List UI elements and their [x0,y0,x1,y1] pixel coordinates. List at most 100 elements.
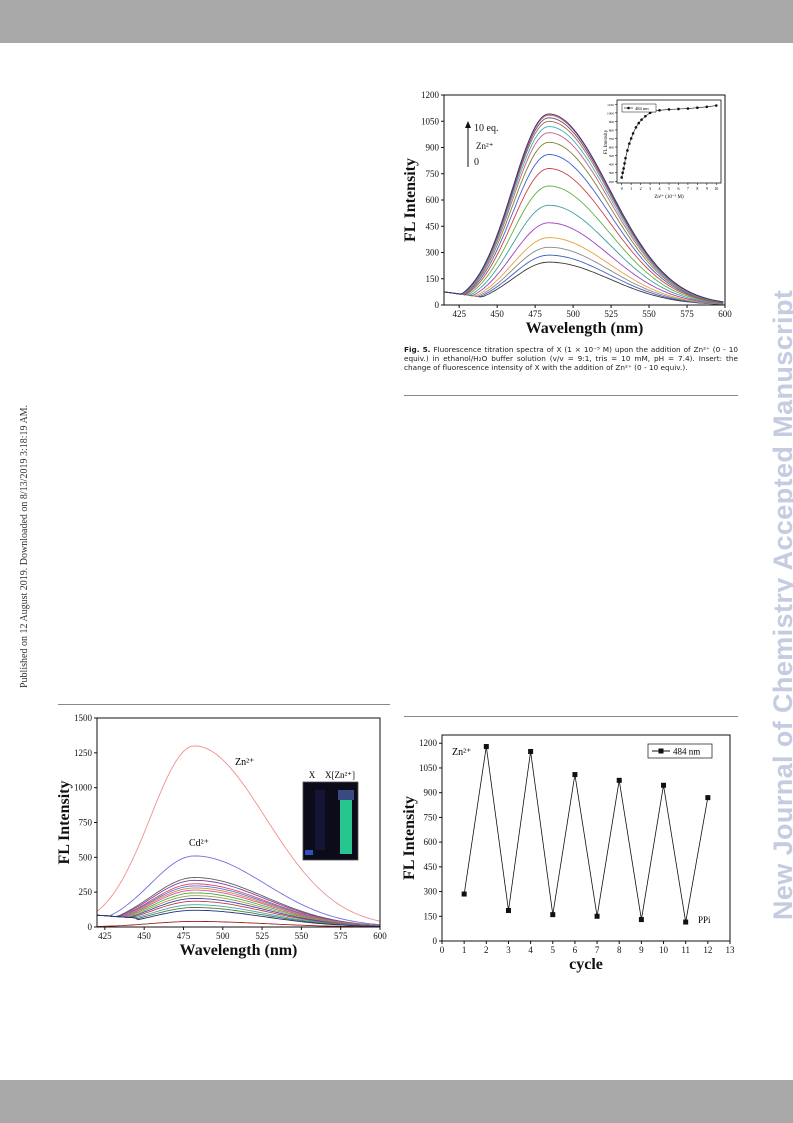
y-tick-label: 300 [426,248,440,258]
y-tick-label: 1200 [421,90,440,100]
cycle-point [661,782,667,788]
cycle-point [505,908,511,914]
x-tick-label: 500 [216,931,230,941]
x-tick-label: 525 [255,931,269,941]
vial-x-zn-cap [338,790,354,800]
inset-y-tick-label: 700 [609,137,615,141]
x-tick-label: 6 [573,945,578,955]
inset-point [621,171,624,175]
x-axis-label: Wavelength (nm) [180,942,298,959]
journal-watermark: New Journal of Chemistry Accepted Manusc… [768,289,793,920]
inset-x-tick-label: 4 [659,186,661,191]
publication-note: Published on 12 August 2019. Downloaded … [19,404,30,688]
annotation-zn: Zn²⁺ [452,747,471,758]
y-tick-label: 1000 [74,783,93,793]
inset-legend-marker [627,106,630,110]
cycle-point [616,777,622,783]
y-tick-label: 500 [79,852,93,862]
inset-y-tick-label: 1000 [607,111,614,115]
inset-point [629,137,633,140]
y-tick-label: 0 [435,300,440,310]
x-tick-label: 4 [528,945,533,955]
spectrum-curve [443,168,724,304]
x-tick-label: 1 [462,945,467,955]
x-tick-label: 600 [718,309,732,319]
y-tick-label: 150 [426,274,440,284]
cycle-point [550,912,556,918]
inset-point [658,108,661,112]
figure-5-caption: Fig. 5. Fluorescence titration spectra o… [404,345,738,373]
inset-point [634,126,638,129]
selectivity-chart: 425 450 475 500 525 550 575 600 0 250 500 750 1000 12… [56,713,387,959]
inset-y-tick-label: 400 [609,163,615,167]
inset-x-tick-label: 3 [649,186,651,191]
annotation-zero: 0 [474,157,479,168]
inset-x-tick-label: 9 [706,186,708,191]
inset-point [686,107,690,110]
inset-x-tick-label: 7 [687,186,689,191]
annotation-zn: Zn²⁺ [476,141,494,151]
cycle-point [638,917,644,923]
cycle-point [705,795,711,801]
y-tick-label: 1250 [74,748,93,758]
inset-x-tick-label: 8 [696,186,698,191]
inset-point [640,118,643,121]
photo-glare [305,850,313,855]
selectivity-curve [96,745,381,922]
x-axis-label: Wavelength (nm) [526,320,644,337]
cycle-point [461,891,467,897]
y-tick-label: 750 [424,812,438,822]
y-tick-label: 750 [79,818,93,828]
titration-arrow-head [465,121,471,128]
x-tick-label: 12 [703,945,712,955]
inset-y-tick-label: 200 [609,180,615,184]
y-tick-label: 0 [88,922,93,932]
spectrum-curve [443,185,724,304]
x-tick-label: 425 [452,309,466,319]
figure-selectivity: 425 450 475 500 525 550 575 600 0 250 500 750 1000 12… [55,710,390,970]
x-tick-label: 550 [642,309,656,319]
inset-point [624,156,627,160]
spectrum-curve [443,254,724,305]
x-tick-label: 0 [440,945,445,955]
x-tick-label: 450 [137,931,151,941]
inset-x-tick-label: 1 [630,186,632,191]
inset-x-tick-label: 10 [714,186,718,191]
y-tick-label: 250 [79,887,93,897]
caption-text: Fluorescence titration spectra of X (1 ×… [404,345,738,373]
vial-x [315,790,325,850]
x-tick-label: 13 [726,945,736,955]
inset-x-tick-label: 6 [677,186,679,191]
selectivity-curve [96,920,380,928]
x-tick-label: 2 [484,945,489,955]
legend-box [647,743,713,759]
y-tick-label: 900 [424,788,438,798]
vial-x-zn [340,798,352,854]
y-tick-label: 1050 [421,116,440,126]
selectivity-curve [96,909,381,927]
footer-bar [0,1080,793,1123]
inset-y-tick-label: 600 [609,146,615,150]
x-tick-label: 425 [98,931,112,941]
annotation-zn: Zn²⁺ [235,757,254,768]
inset-point [626,149,629,152]
x-tick-label: 600 [373,931,387,941]
inset-x-tick-label: 5 [668,186,670,191]
inset-point [644,114,647,118]
y-axis-label: FL Intensity [401,796,418,880]
cycle-point [594,913,600,919]
inset-legend-label: 484 nm [635,106,649,111]
y-tick-label: 450 [426,221,440,231]
inset-point [705,105,709,109]
cycle-line [463,746,709,923]
reversibility-chart: 0 1 2 3 4 5 6 7 8 9 10 11 12 130150300450600750900105… [401,734,736,973]
y-tick-label: 450 [424,862,438,872]
x-tick-label: 525 [604,309,618,319]
inset-point [714,104,718,107]
inset-y-tick-label: 300 [609,171,615,175]
inset-frame [616,99,722,184]
spectrum-curve [443,154,724,304]
x-tick-label: 8 [617,945,622,955]
spectrum-curve [443,246,724,305]
photo-label-x-zn: X[Zn²⁺] [325,770,355,780]
